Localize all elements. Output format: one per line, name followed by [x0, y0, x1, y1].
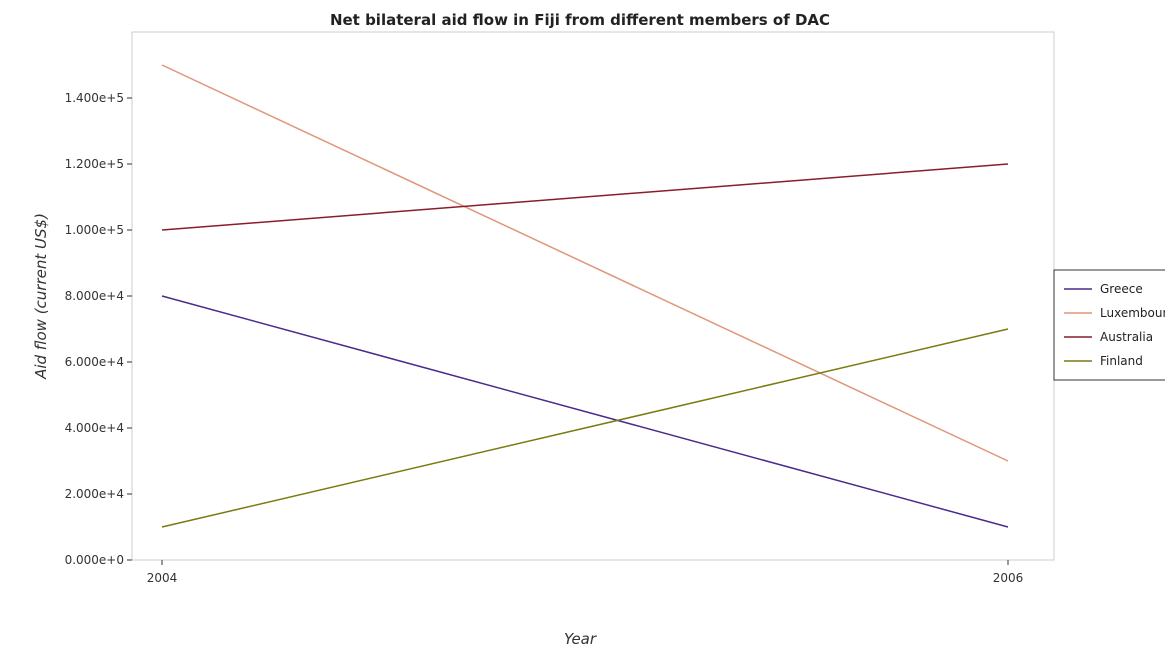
series-lines	[161, 64, 1009, 528]
y-tick-label: 1.200e+5	[65, 157, 124, 171]
series-line-greece	[161, 295, 1009, 528]
legend-label-greece: Greece	[1100, 282, 1143, 296]
series-line-finland	[161, 328, 1009, 528]
y-tick-label: 0.000e+0	[65, 553, 124, 567]
y-tick-label: 2.000e+4	[65, 487, 124, 501]
legend-label-australia: Australia	[1100, 330, 1153, 344]
y-axis: 0.000e+0 2.000e+4 4.000e+4 6.000e+4 8.000e+4…	[65, 91, 132, 567]
legend: Greece Luxembourg Australia Finland	[1053, 269, 1165, 381]
y-tick-label: 6.000e+4	[65, 355, 124, 369]
chart-title: Net bilateral aid flow in Fiji from diff…	[330, 11, 830, 29]
legend-label-luxembourg: Luxembourg	[1100, 306, 1165, 320]
x-axis-title: Year	[564, 630, 597, 648]
y-axis-title: Aid flow (current US$)	[32, 213, 50, 380]
x-tick-label: 2006	[993, 571, 1024, 585]
x-tick-label: 2004	[147, 571, 178, 585]
series-line-luxembourg	[161, 64, 1009, 462]
x-axis: 2004 2006	[147, 560, 1024, 585]
plot-area	[131, 31, 1055, 561]
series-line-australia	[161, 163, 1009, 231]
y-tick-label: 8.000e+4	[65, 289, 124, 303]
y-tick-label: 4.000e+4	[65, 421, 124, 435]
y-tick-label: 1.400e+5	[65, 91, 124, 105]
legend-label-finland: Finland	[1100, 354, 1143, 368]
y-tick-label: 1.000e+5	[65, 223, 124, 237]
